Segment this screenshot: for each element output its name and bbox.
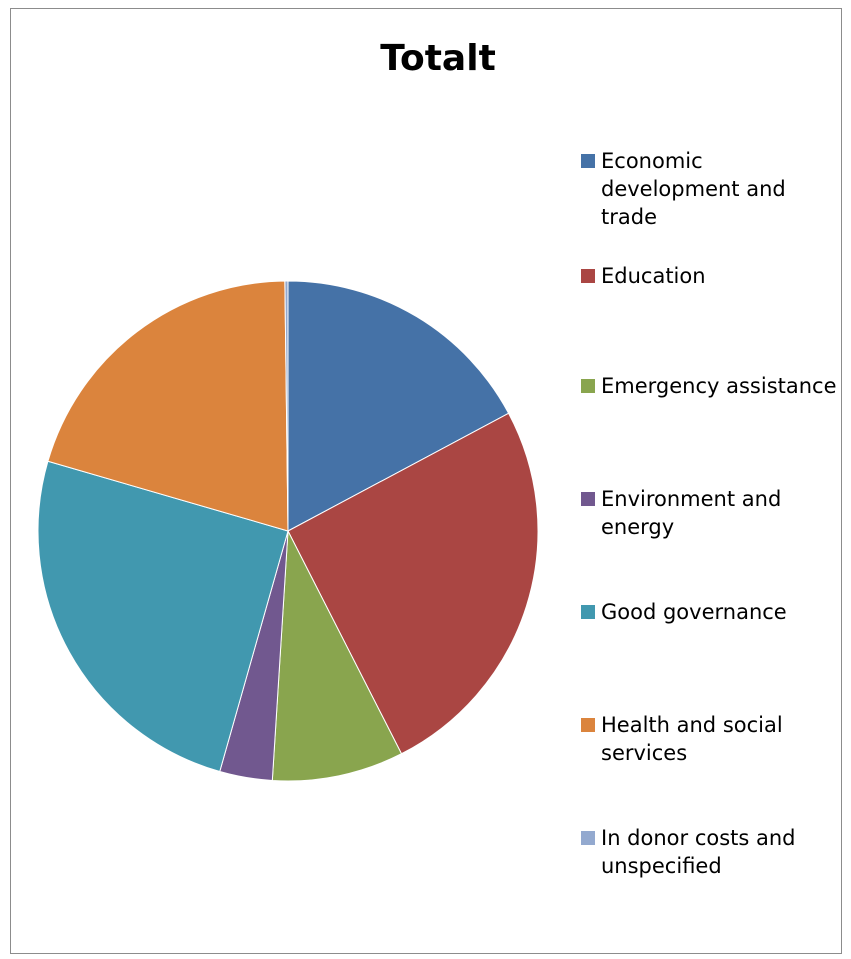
pie-slices (37, 280, 539, 782)
pie-slice-education (287, 412, 539, 755)
pie-slice-good-governance (37, 460, 289, 773)
pie-slice-emergency-assistance (271, 529, 403, 782)
pie-slice-in-donor-costs-and-unspecified (284, 280, 289, 532)
pie-slice-economic-development-and-trade (287, 280, 510, 532)
pie-slice-health-and-social-services (47, 280, 289, 532)
chart-title: Totalt (380, 38, 496, 79)
